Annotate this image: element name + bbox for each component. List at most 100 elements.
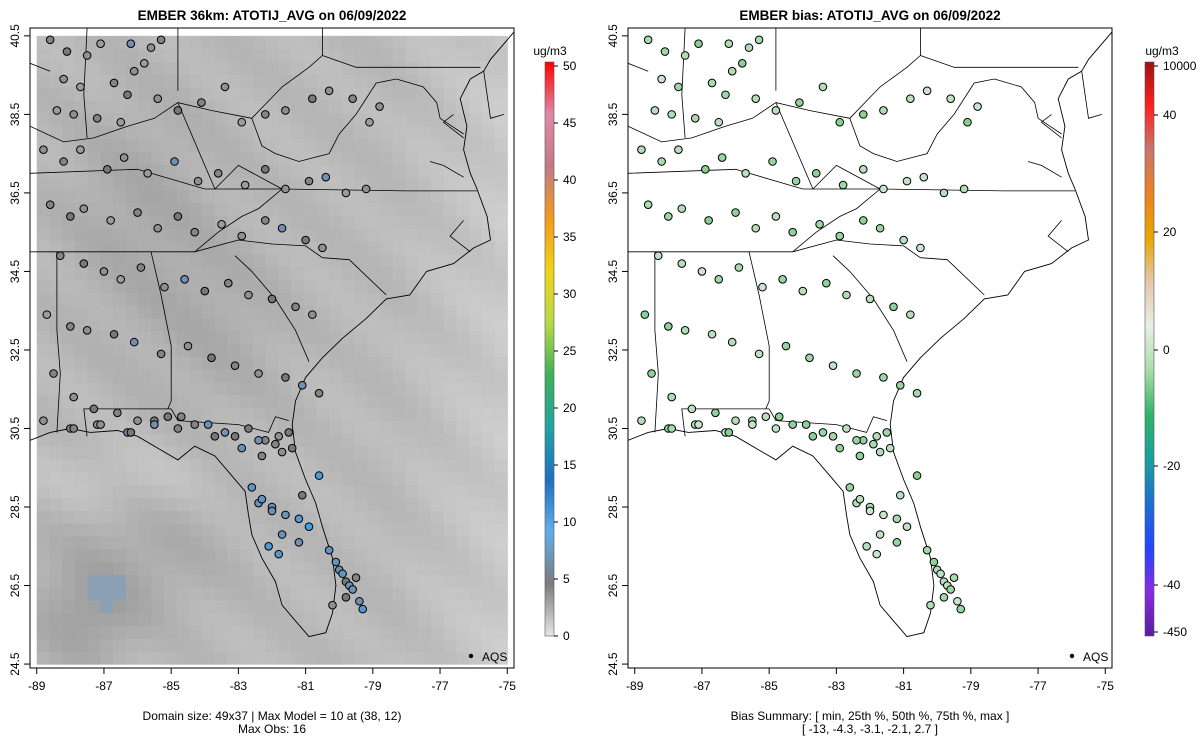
grid-cell (49, 292, 63, 306)
state-boundary (748, 251, 770, 410)
grid-cell (303, 612, 318, 627)
grid-cell (189, 164, 203, 178)
grid-cell (151, 202, 165, 216)
grid-cell (74, 228, 89, 242)
grid-cell (494, 510, 508, 524)
grid-cell (163, 382, 178, 396)
grid-cell (367, 176, 381, 191)
grid-cell (87, 369, 101, 383)
grid-cell (354, 407, 368, 422)
grid-cell (481, 407, 496, 422)
grid-cell (202, 330, 216, 345)
obs-point (129, 337, 139, 347)
grid-cell (469, 138, 483, 152)
bias-point (801, 420, 811, 429)
obs-point (203, 420, 213, 429)
obs-point (314, 388, 324, 398)
grid-cell (189, 625, 203, 640)
bias-point (947, 0, 955, 4)
grid-cell (49, 587, 63, 601)
grid-cell (303, 587, 318, 601)
grid-cell (469, 48, 483, 63)
grid-cell (87, 484, 101, 499)
grid-cell (138, 228, 152, 242)
grid-cell (380, 382, 394, 396)
grid-cell (303, 189, 318, 204)
grid-cell (380, 189, 394, 204)
grid-cell (202, 535, 216, 550)
grid-cell (418, 587, 432, 601)
bias-point (949, 573, 959, 582)
grid-cell (469, 625, 483, 640)
grid-cell (430, 305, 445, 319)
grid-cell (329, 202, 343, 216)
grid-cell (100, 356, 114, 370)
bias-point (842, 424, 851, 433)
grid-cell (456, 292, 470, 306)
grid-cell (392, 458, 407, 473)
grid-cell (329, 189, 343, 204)
grid-cell (49, 433, 63, 447)
grid-cell (341, 535, 356, 550)
grid-cell (87, 125, 101, 140)
state-boundary (56, 251, 61, 433)
grid-cell (341, 356, 356, 370)
grid-cell (278, 189, 292, 204)
bias-panel-title: EMBER bias: ATOTIJ_AVG on 06/09/2022 (739, 8, 1000, 23)
state-boundary (628, 62, 649, 72)
grid-cell (354, 458, 368, 473)
grid-cell (405, 74, 419, 88)
grid-cell (189, 458, 203, 473)
grid-cell (214, 356, 229, 370)
grid-cell (430, 625, 445, 640)
grid-cell (252, 651, 267, 665)
grid-cell (430, 394, 445, 409)
grid-cell (291, 112, 305, 127)
grid-cell (329, 266, 343, 281)
grid-cell (278, 394, 292, 409)
grid-cell (481, 369, 496, 383)
obs-point (281, 106, 290, 115)
grid-cell (176, 497, 190, 511)
y-tick-label: 30.5 (8, 416, 22, 440)
grid-cell (176, 317, 190, 332)
grid-cell (481, 74, 496, 88)
grid-cell (456, 202, 470, 216)
grid-cell (303, 202, 318, 216)
grid-cell (367, 471, 381, 486)
state-boundary (628, 168, 1075, 192)
grid-cell (341, 176, 356, 191)
grid-cell (303, 433, 318, 447)
grid-cell (469, 458, 483, 473)
grid-cell (380, 202, 394, 216)
bias-point (872, 432, 882, 441)
grid-cell (113, 125, 127, 140)
grid-cell (380, 356, 394, 370)
grid-cell (278, 535, 292, 550)
grid-cell (291, 74, 305, 88)
grid-cell (418, 446, 432, 460)
grid-cell (303, 407, 318, 422)
grid-cell (354, 253, 368, 268)
grid-cell (87, 523, 101, 537)
grid-cell (354, 471, 368, 486)
grid-cell (227, 228, 241, 242)
bias-point (771, 212, 781, 221)
grid-cell (354, 535, 368, 550)
grid-cell (316, 599, 330, 614)
grid-cell (74, 561, 89, 575)
grid-cell (405, 523, 419, 537)
grid-cell (367, 394, 381, 409)
grid-cell (392, 266, 407, 281)
grid-cell (62, 189, 76, 204)
grid-cell (456, 305, 470, 319)
grid-cell (380, 471, 394, 486)
grid-cell (62, 574, 76, 588)
grid-cell (189, 305, 203, 319)
grid-cell (418, 651, 432, 665)
grid-cell (303, 446, 318, 460)
obs-point (217, 220, 226, 229)
grid-cell (278, 343, 292, 357)
grid-cell (87, 189, 101, 204)
grid-cell (49, 74, 63, 88)
